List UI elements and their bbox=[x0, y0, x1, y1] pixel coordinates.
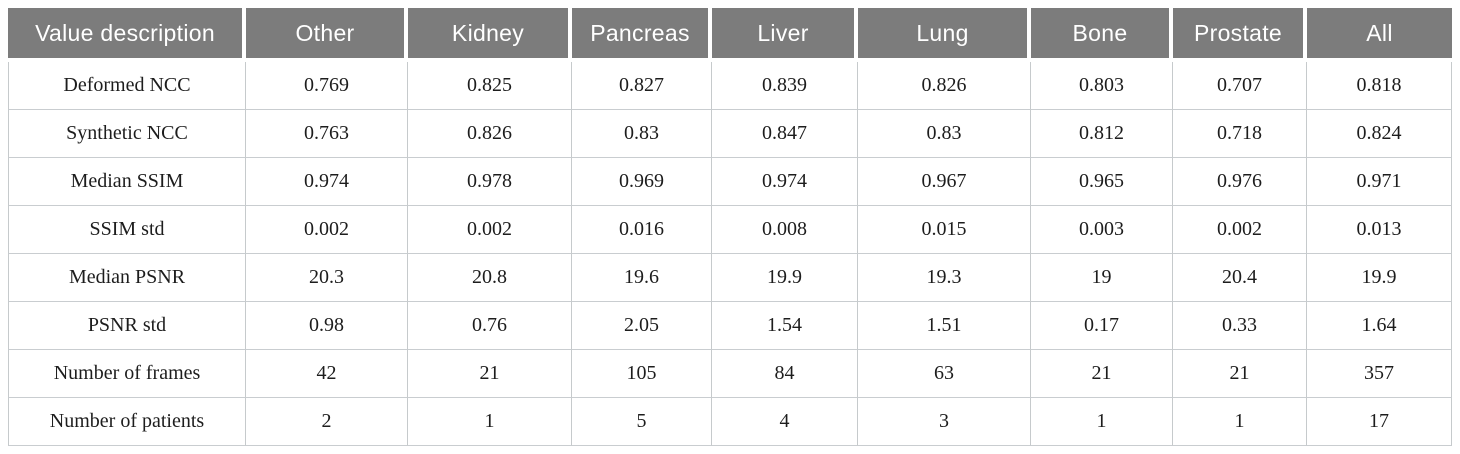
table-header-row: Value description Other Kidney Pancreas Live… bbox=[8, 8, 1452, 62]
table-header: Value description Other Kidney Pancreas Live… bbox=[8, 8, 1452, 62]
value-cell: 19.3 bbox=[858, 254, 1031, 302]
table-row: Number of patients 2 1 5 4 3 1 1 17 bbox=[8, 398, 1452, 446]
value-cell: 0.17 bbox=[1031, 302, 1173, 350]
value-cell: 19.9 bbox=[712, 254, 858, 302]
row-label: Number of frames bbox=[8, 350, 246, 398]
value-cell: 4 bbox=[712, 398, 858, 446]
row-label: Median PSNR bbox=[8, 254, 246, 302]
value-cell: 20.3 bbox=[246, 254, 408, 302]
value-cell: 0.978 bbox=[408, 158, 572, 206]
value-cell: 0.98 bbox=[246, 302, 408, 350]
value-cell: 19.9 bbox=[1307, 254, 1452, 302]
row-label: SSIM std bbox=[8, 206, 246, 254]
value-cell: 0.826 bbox=[408, 110, 572, 158]
value-cell: 0.967 bbox=[858, 158, 1031, 206]
value-cell: 0.825 bbox=[408, 62, 572, 110]
value-cell: 0.971 bbox=[1307, 158, 1452, 206]
value-cell: 2 bbox=[246, 398, 408, 446]
value-cell: 0.803 bbox=[1031, 62, 1173, 110]
table-row: Number of frames 42 21 105 84 63 21 21 357 bbox=[8, 350, 1452, 398]
row-label: PSNR std bbox=[8, 302, 246, 350]
value-cell: 21 bbox=[408, 350, 572, 398]
value-cell: 1.54 bbox=[712, 302, 858, 350]
row-label: Number of patients bbox=[8, 398, 246, 446]
table-row: Deformed NCC 0.769 0.825 0.827 0.839 0.826 0.8… bbox=[8, 62, 1452, 110]
value-cell: 42 bbox=[246, 350, 408, 398]
value-cell: 63 bbox=[858, 350, 1031, 398]
value-cell: 0.008 bbox=[712, 206, 858, 254]
value-cell: 0.976 bbox=[1173, 158, 1307, 206]
value-cell: 0.016 bbox=[572, 206, 712, 254]
value-cell: 0.763 bbox=[246, 110, 408, 158]
value-cell: 0.969 bbox=[572, 158, 712, 206]
value-cell: 20.4 bbox=[1173, 254, 1307, 302]
table-row: Median PSNR 20.3 20.8 19.6 19.9 19.3 19 20.4 19.… bbox=[8, 254, 1452, 302]
value-cell: 2.05 bbox=[572, 302, 712, 350]
value-cell: 0.974 bbox=[246, 158, 408, 206]
row-label: Median SSIM bbox=[8, 158, 246, 206]
value-cell: 0.015 bbox=[858, 206, 1031, 254]
value-cell: 0.003 bbox=[1031, 206, 1173, 254]
value-cell: 21 bbox=[1173, 350, 1307, 398]
value-cell: 1.51 bbox=[858, 302, 1031, 350]
value-cell: 105 bbox=[572, 350, 712, 398]
row-label: Synthetic NCC bbox=[8, 110, 246, 158]
table-row: Median SSIM 0.974 0.978 0.969 0.974 0.967 0.96… bbox=[8, 158, 1452, 206]
value-cell: 0.83 bbox=[858, 110, 1031, 158]
column-header: Lung bbox=[858, 8, 1031, 62]
value-cell: 0.826 bbox=[858, 62, 1031, 110]
value-cell: 357 bbox=[1307, 350, 1452, 398]
table-row: PSNR std 0.98 0.76 2.05 1.54 1.51 0.17 0.33 1.64 bbox=[8, 302, 1452, 350]
column-header: Pancreas bbox=[572, 8, 712, 62]
column-header: Liver bbox=[712, 8, 858, 62]
value-cell: 0.83 bbox=[572, 110, 712, 158]
value-cell: 5 bbox=[572, 398, 712, 446]
value-cell: 0.002 bbox=[1173, 206, 1307, 254]
results-table: Value description Other Kidney Pancreas Live… bbox=[8, 8, 1452, 446]
value-cell: 0.839 bbox=[712, 62, 858, 110]
value-cell: 1 bbox=[1031, 398, 1173, 446]
table-body: Deformed NCC 0.769 0.825 0.827 0.839 0.826 0.8… bbox=[8, 62, 1452, 446]
value-cell: 20.8 bbox=[408, 254, 572, 302]
value-cell: 0.002 bbox=[246, 206, 408, 254]
value-cell: 1.64 bbox=[1307, 302, 1452, 350]
value-cell: 19 bbox=[1031, 254, 1173, 302]
column-header: Other bbox=[246, 8, 408, 62]
value-cell: 0.76 bbox=[408, 302, 572, 350]
value-cell: 0.013 bbox=[1307, 206, 1452, 254]
value-cell: 1 bbox=[1173, 398, 1307, 446]
value-cell: 84 bbox=[712, 350, 858, 398]
column-header: Kidney bbox=[408, 8, 572, 62]
value-cell: 0.827 bbox=[572, 62, 712, 110]
table-row: SSIM std 0.002 0.002 0.016 0.008 0.015 0.003 0.… bbox=[8, 206, 1452, 254]
column-header: All bbox=[1307, 8, 1452, 62]
value-cell: 0.965 bbox=[1031, 158, 1173, 206]
value-cell: 0.818 bbox=[1307, 62, 1452, 110]
value-cell: 3 bbox=[858, 398, 1031, 446]
table-row: Synthetic NCC 0.763 0.826 0.83 0.847 0.83 0.81… bbox=[8, 110, 1452, 158]
column-header: Value description bbox=[8, 8, 246, 62]
value-cell: 19.6 bbox=[572, 254, 712, 302]
value-cell: 0.718 bbox=[1173, 110, 1307, 158]
value-cell: 0.707 bbox=[1173, 62, 1307, 110]
value-cell: 0.974 bbox=[712, 158, 858, 206]
value-cell: 1 bbox=[408, 398, 572, 446]
value-cell: 21 bbox=[1031, 350, 1173, 398]
value-cell: 17 bbox=[1307, 398, 1452, 446]
value-cell: 0.769 bbox=[246, 62, 408, 110]
column-header: Prostate bbox=[1173, 8, 1307, 62]
value-cell: 0.812 bbox=[1031, 110, 1173, 158]
value-cell: 0.824 bbox=[1307, 110, 1452, 158]
column-header: Bone bbox=[1031, 8, 1173, 62]
results-table-container: Value description Other Kidney Pancreas Live… bbox=[8, 8, 1452, 446]
value-cell: 0.33 bbox=[1173, 302, 1307, 350]
value-cell: 0.002 bbox=[408, 206, 572, 254]
value-cell: 0.847 bbox=[712, 110, 858, 158]
row-label: Deformed NCC bbox=[8, 62, 246, 110]
